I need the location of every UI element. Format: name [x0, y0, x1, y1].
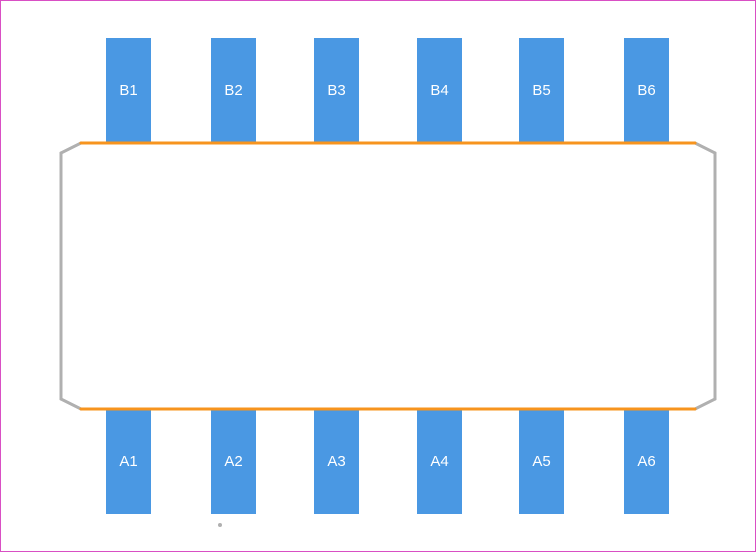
package-outline: [1, 1, 756, 553]
outline-corner-tl: [61, 143, 81, 153]
outline-corner-tr: [695, 143, 715, 153]
outline-corner-br: [695, 399, 715, 409]
origin-marker: [218, 523, 222, 527]
outline-corner-bl: [61, 399, 81, 409]
footprint-frame: B1B2B3B4B5B6A1A2A3A4A5A6: [0, 0, 756, 552]
